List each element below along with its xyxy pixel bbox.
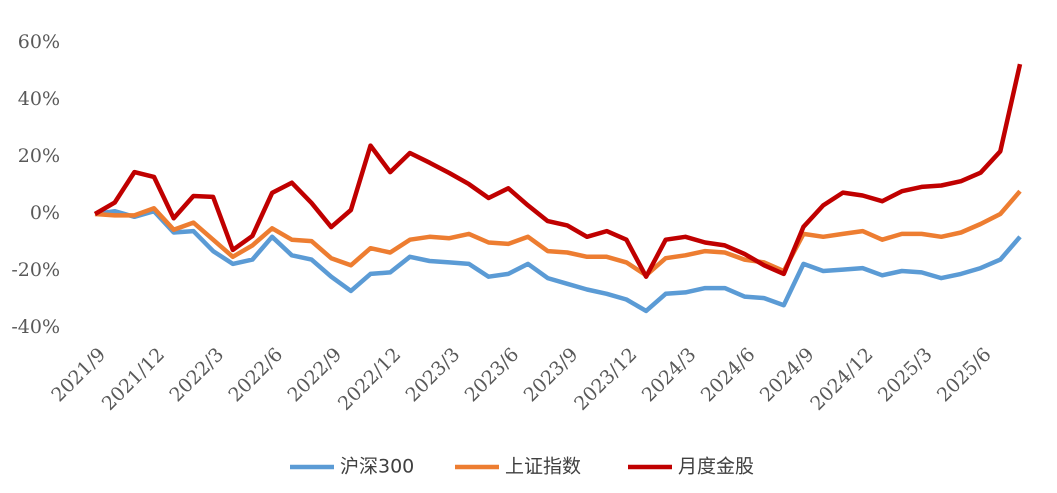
x-tick-label: 2022/12 [334, 344, 405, 415]
legend-label: 月度金股 [678, 456, 754, 478]
x-tick-label: 2024/6 [697, 344, 760, 407]
y-tick-label: 40% [18, 88, 60, 110]
y-tick-label: 0% [30, 202, 60, 224]
line-series [94, 189, 1022, 278]
x-tick-label: 2025/6 [933, 344, 996, 407]
x-tick-label: 2022/6 [224, 344, 287, 407]
x-tick-label: 2023/6 [461, 344, 524, 407]
x-tick-label: 2023/12 [570, 344, 641, 415]
line-series [93, 63, 1023, 279]
x-tick-label: 2021/12 [98, 344, 169, 415]
y-tick-label: -40% [11, 316, 60, 338]
legend-label: 沪深300 [340, 456, 414, 478]
y-tick-label: -20% [11, 259, 60, 281]
x-tick-label: 2024/12 [806, 344, 877, 415]
legend-label: 上证指数 [505, 456, 581, 478]
line-series [94, 208, 1022, 314]
y-tick-label: 20% [18, 145, 60, 167]
x-tick-label: 2024/3 [638, 344, 701, 407]
x-tick-label: 2022/3 [165, 344, 228, 407]
x-tick-label: 2025/3 [874, 344, 937, 407]
y-tick-label: 60% [18, 31, 60, 53]
x-tick-label: 2023/3 [402, 344, 465, 407]
